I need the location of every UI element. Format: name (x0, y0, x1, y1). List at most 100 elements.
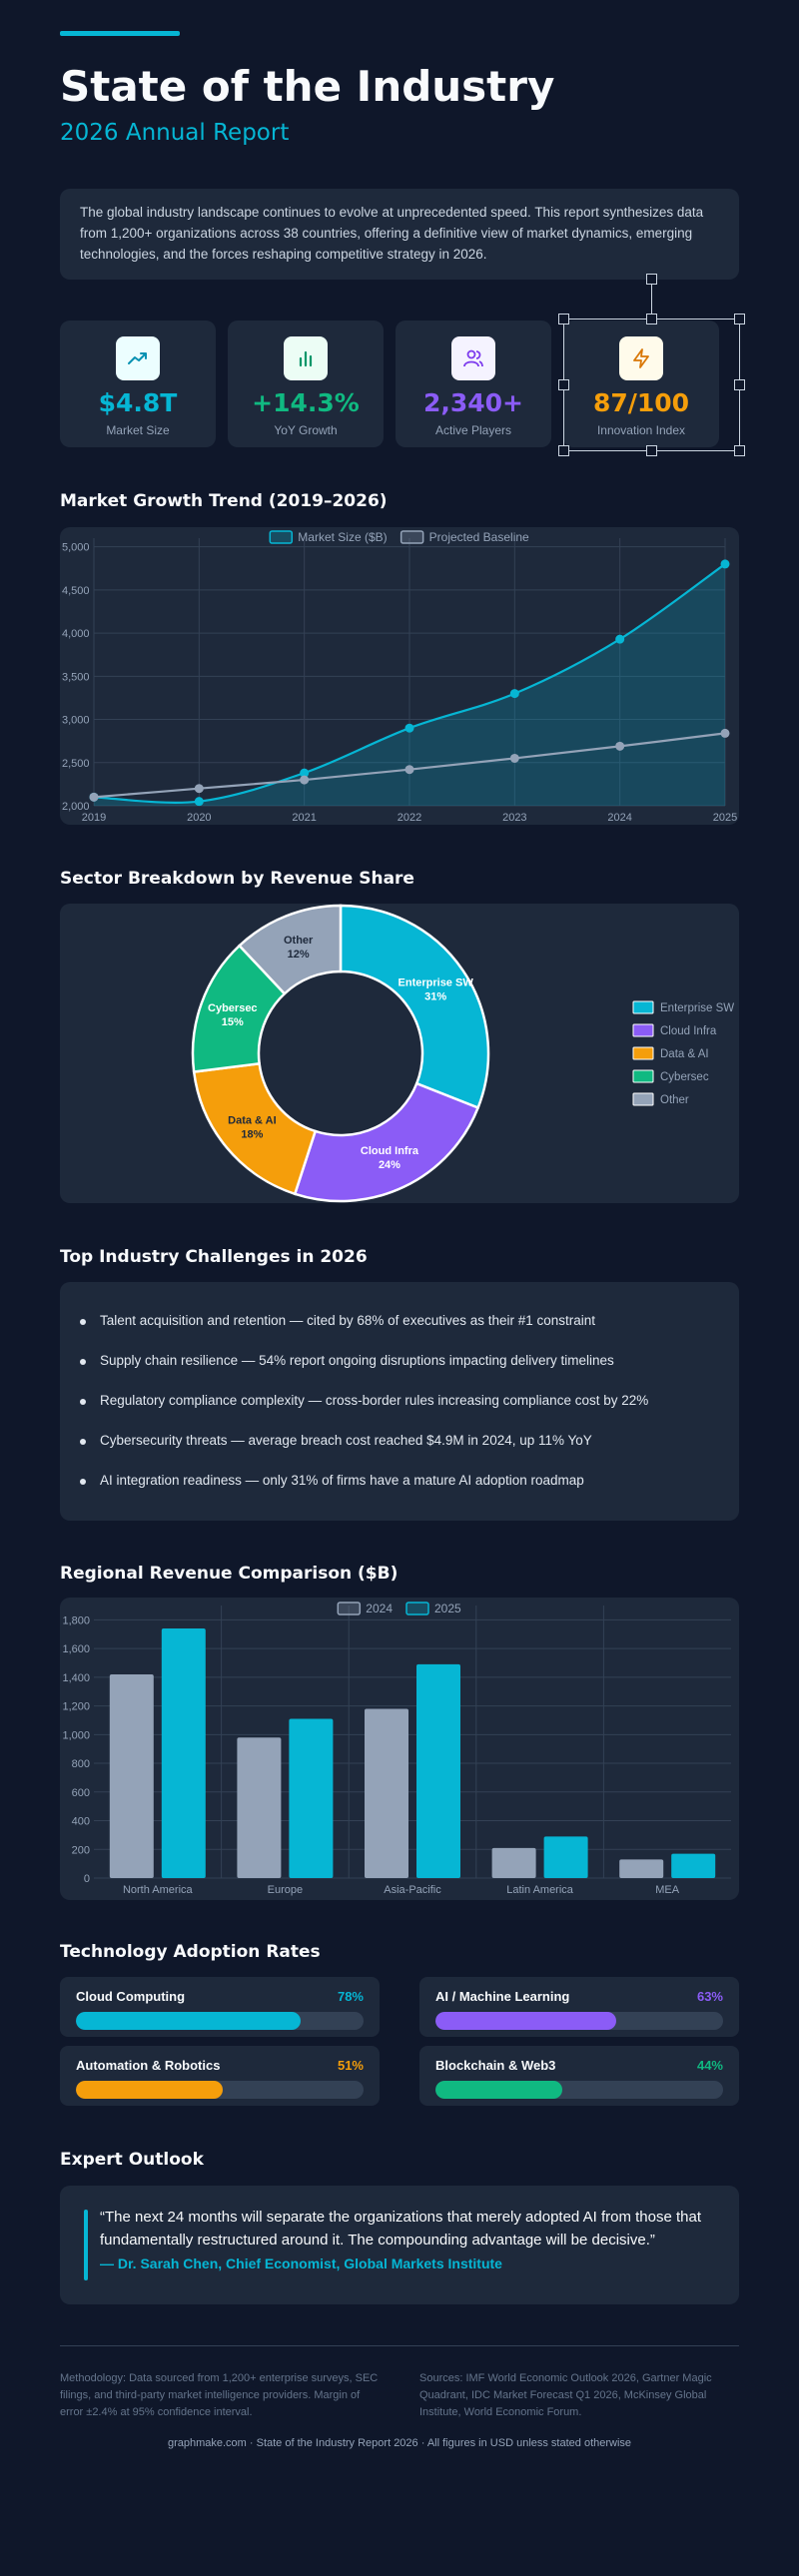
legend-swatch (632, 1023, 654, 1037)
legend-label: Enterprise SW (660, 1002, 734, 1014)
challenge-item: Supply chain resilience — 54% report ong… (80, 1353, 614, 1368)
chart-card: 2,000 2,500 3,000 3,500 4,000 4,500 5,000 2019 2… (60, 527, 739, 825)
point (404, 723, 414, 733)
x-tick-label: 2023 (502, 812, 526, 824)
kpi-card: $4.8T Market Size (60, 321, 216, 447)
bar (365, 1708, 408, 1878)
challenge-item: Regulatory compliance complexity — cross… (79, 1393, 649, 1408)
slice (293, 1081, 480, 1203)
x-tick-label: 2022 (398, 812, 421, 824)
users-icon (463, 349, 483, 367)
legend-label: 2025 (434, 1602, 461, 1615)
slice-name: Cloud Infra (361, 1145, 419, 1157)
bar (416, 1663, 460, 1878)
challenge-text: Supply chain resilience — 54% report ong… (100, 1353, 614, 1368)
intro-text: The global industry landscape continues … (80, 205, 704, 262)
y-tick-label: 1,800 (62, 1614, 90, 1626)
slice (237, 904, 343, 995)
x-tick-label: 2019 (82, 812, 106, 824)
y-tick-label: 2,000 (62, 801, 90, 813)
y-tick-label: 3,000 (62, 715, 90, 727)
donut-chart: Enterprise SW 31% Cloud Infra 24% Data & AI 1… (191, 904, 734, 1203)
slice-label: 12% (288, 949, 310, 961)
chart-card: 0 200 400 600 800 1,000 1,200 1,400 1,600 1,800 No… (60, 1598, 739, 1900)
bar (619, 1859, 664, 1878)
x-tick-label: 2021 (292, 812, 316, 824)
methodology: Methodology: Data sourced from 1,200+ en… (60, 2372, 379, 2418)
adoption-label: Cloud Computing (76, 1989, 186, 2004)
legend-swatch (269, 530, 294, 544)
adoption-label: AI / Machine Learning (435, 1989, 570, 2004)
challenge-item: AI integration readiness — only 31% of f… (80, 1473, 584, 1488)
challenge-text: Cybersecurity threats — average breach c… (100, 1433, 592, 1448)
y-tick-label: 4,000 (62, 628, 90, 640)
point (509, 689, 519, 699)
bar (543, 1836, 588, 1878)
y-tick-label: 400 (72, 1816, 90, 1828)
point (194, 784, 204, 794)
challenges-card: Talent acquisition and retention — cited… (60, 1282, 739, 1521)
y-tick-label: 3,500 (62, 671, 90, 683)
sources: Sources: IMF World Economic Outlook 2026… (419, 2372, 712, 2418)
adoption-bar (435, 2081, 562, 2099)
point (300, 775, 310, 785)
x-tick-label: Europe (268, 1884, 303, 1896)
point (404, 765, 414, 775)
section-title: Market Growth Trend (2019–2026) (60, 491, 388, 511)
adoption-track (76, 2012, 364, 2030)
adoption-value: 63% (696, 1989, 723, 2004)
accent-bar (60, 31, 180, 36)
y-tick-label: 0 (84, 1873, 90, 1885)
legend-label: 2024 (366, 1602, 393, 1615)
x-tick-label: Latin America (506, 1884, 574, 1896)
selection-overlay (558, 274, 745, 456)
legend-swatch (632, 1092, 654, 1106)
bar (237, 1737, 282, 1878)
legend-label: Cybersec (660, 1071, 709, 1083)
slice-name: Data & AI (228, 1114, 277, 1126)
kpi-value: +14.3% (252, 388, 360, 417)
y-tick-label: 1,200 (62, 1701, 90, 1713)
kpi-value: $4.8T (98, 388, 178, 417)
legend-swatch (337, 1602, 362, 1615)
bar (109, 1673, 154, 1878)
section-title: Technology Adoption Rates (60, 1942, 321, 1962)
adoption-track (435, 2012, 723, 2030)
kpi-card[interactable]: 87/100 Innovation Index (563, 321, 719, 447)
intro-card: The global industry landscape continues … (60, 189, 739, 280)
adoption-value: 44% (696, 2058, 723, 2073)
slice-label: 18% (241, 1128, 263, 1140)
adoption-label: Automation & Robotics (76, 2058, 221, 2073)
point (194, 797, 204, 807)
section-title: Regional Revenue Comparison ($B) (60, 1564, 399, 1584)
legend-swatch (400, 530, 424, 544)
line-chart: 2,000 2,500 3,000 3,500 4,000 4,500 5,000 2019 2… (62, 530, 737, 824)
subtitle: 2026 Annual Report (60, 120, 290, 146)
kpi-value: 2,340+ (422, 388, 524, 417)
y-tick-label: 2,500 (62, 758, 90, 770)
kpi-icon (619, 336, 663, 380)
challenge-text: Regulatory compliance complexity — cross… (100, 1393, 649, 1408)
adoption-card: AI / Machine Learning 63% (419, 1977, 739, 2037)
page-title: State of the Industry (60, 62, 555, 111)
slice (339, 904, 490, 1110)
kpi-icon (116, 336, 160, 380)
section-title: Top Industry Challenges in 2026 (60, 1247, 368, 1267)
y-tick-label: 1,000 (62, 1729, 90, 1741)
x-tick-label: North America (123, 1884, 194, 1896)
x-tick-label: 2024 (607, 812, 631, 824)
y-tick-label: 1,400 (62, 1672, 90, 1684)
quote-text: “The next 24 months will separate the or… (100, 2209, 701, 2249)
y-tick-label: 200 (72, 1844, 90, 1856)
slice-label: 15% (222, 1016, 244, 1028)
legend-label: Other (660, 1094, 689, 1106)
adoption-track (435, 2081, 723, 2099)
slice-label: 24% (379, 1159, 400, 1171)
legend: 2024 2025 (337, 1602, 461, 1615)
point (720, 728, 730, 738)
bar (289, 1718, 334, 1878)
adoption-label: Blockchain & Web3 (435, 2058, 556, 2073)
y-tick-label: 1,600 (62, 1643, 90, 1655)
slice-name: Other (284, 935, 314, 947)
kpi-value: 87/100 (592, 388, 690, 417)
